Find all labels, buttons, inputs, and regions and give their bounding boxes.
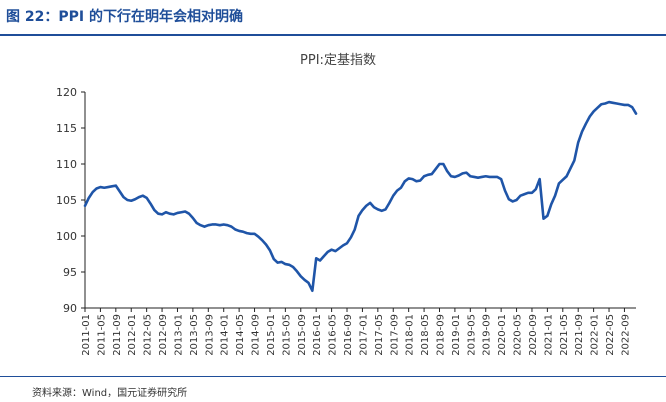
y-tick-label: 100 — [56, 230, 77, 243]
x-tick-label: 2018-05 — [420, 314, 431, 356]
x-tick-label: 2021-05 — [559, 314, 570, 356]
source-rule — [0, 376, 666, 377]
y-tick-label: 120 — [56, 86, 77, 99]
y-tick-label: 110 — [56, 158, 77, 171]
x-tick-label: 2020-01 — [497, 314, 508, 356]
y-tick-label: 105 — [56, 194, 77, 207]
x-tick-label: 2020-09 — [528, 314, 539, 356]
x-tick-label: 2018-09 — [435, 314, 446, 356]
x-tick-label: 2013-05 — [189, 314, 200, 356]
title-rule — [0, 34, 666, 36]
x-tick-label: 2016-01 — [312, 314, 323, 356]
chart-title: PPI:定基指数 — [300, 53, 376, 68]
x-tick-label: 2022-01 — [590, 314, 601, 356]
x-tick-label: 2012-09 — [158, 314, 169, 356]
x-tick-label: 2017-05 — [374, 314, 385, 356]
y-tick-label: 115 — [56, 122, 77, 135]
x-tick-label: 2014-09 — [251, 314, 262, 356]
x-tick-label: 2011-05 — [96, 314, 107, 356]
x-tick-label: 2011-09 — [112, 314, 123, 356]
x-tick-label: 2022-05 — [605, 314, 616, 356]
y-tick-label: 90 — [63, 302, 77, 315]
x-tick-label: 2013-01 — [173, 314, 184, 356]
x-tick-label: 2022-09 — [620, 314, 631, 356]
y-tick-label: 95 — [63, 266, 77, 279]
x-tick-label: 2019-01 — [451, 314, 462, 356]
x-tick-label: 2014-05 — [235, 314, 246, 356]
x-tick-label: 2016-05 — [328, 314, 339, 356]
x-tick-label: 2016-09 — [343, 314, 354, 356]
x-tick-label: 2017-09 — [389, 314, 400, 356]
x-tick-label: 2012-05 — [143, 314, 154, 356]
x-tick-label: 2015-05 — [281, 314, 292, 356]
x-tick-label: 2011-01 — [81, 314, 92, 356]
x-tick-label: 2021-09 — [574, 314, 585, 356]
x-tick-label: 2021-01 — [543, 314, 554, 356]
x-tick-label: 2015-01 — [266, 314, 277, 356]
x-tick-label: 2013-09 — [204, 314, 215, 356]
x-tick-label: 2014-01 — [220, 314, 231, 356]
x-tick-label: 2015-09 — [297, 314, 308, 356]
x-tick-label: 2018-01 — [405, 314, 416, 356]
source-note: 资料来源：Wind，国元证券研究所 — [32, 388, 188, 399]
x-tick-label: 2019-05 — [466, 314, 477, 356]
ppi-series-line — [83, 100, 638, 293]
x-tick-label: 2020-05 — [513, 314, 524, 356]
x-tick-label: 2012-01 — [127, 314, 138, 356]
x-tick-label: 2017-01 — [358, 314, 369, 356]
figure-title: 图 22：PPI 的下行在明年会相对明确 — [6, 9, 243, 25]
x-tick-label: 2019-09 — [482, 314, 493, 356]
